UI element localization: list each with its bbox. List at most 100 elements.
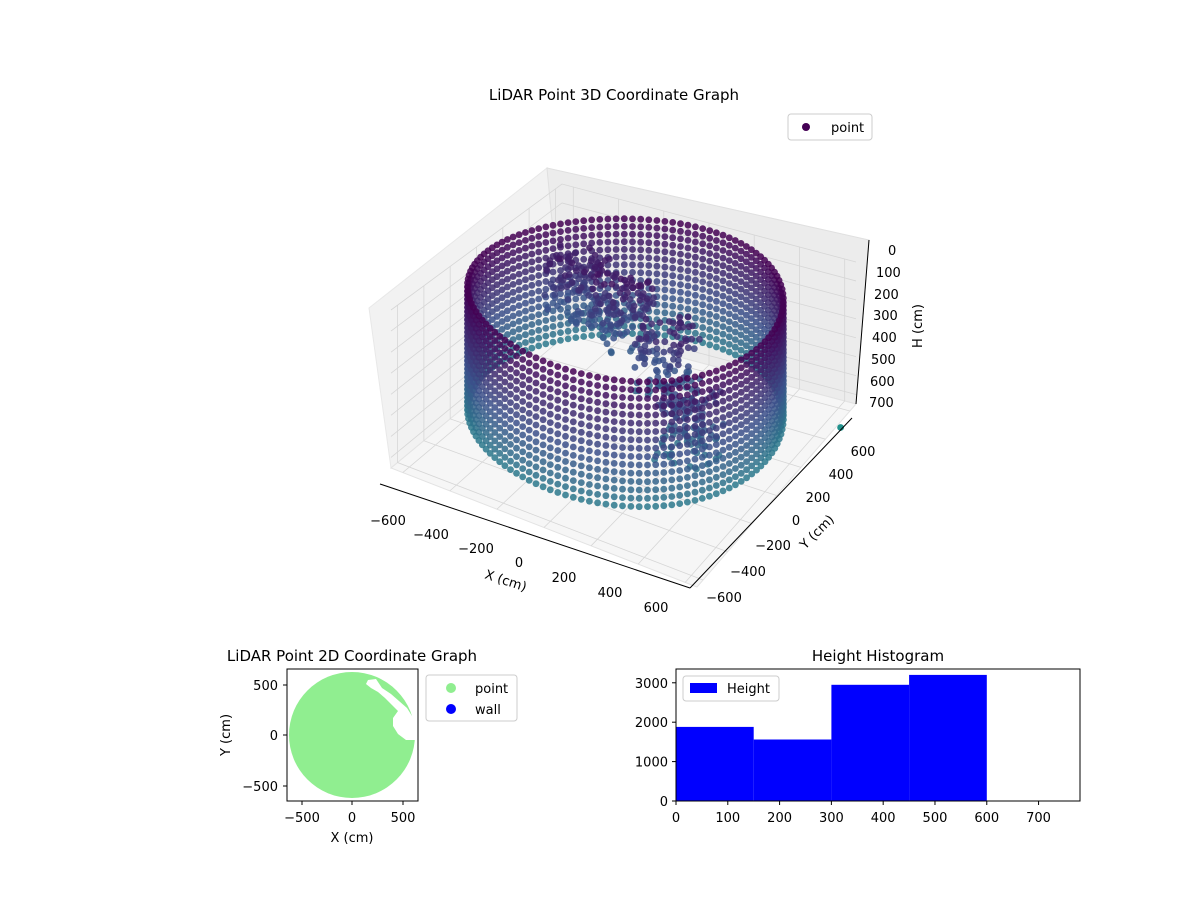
point-marker: [684, 391, 691, 399]
point-marker: [597, 261, 605, 269]
point-marker: [748, 438, 756, 446]
point-marker: [668, 460, 676, 467]
point-marker: [546, 419, 554, 426]
point-marker: [600, 294, 608, 302]
point-marker: [644, 494, 651, 502]
point-marker: [737, 278, 745, 285]
z-tick-label: 600: [870, 375, 895, 390]
point-marker: [594, 398, 601, 406]
point-marker: [627, 386, 635, 394]
point-marker: [586, 464, 593, 472]
point-marker: [519, 465, 527, 472]
point-marker: [642, 315, 650, 323]
point-marker: [661, 263, 669, 271]
point-marker: [568, 259, 576, 267]
point-marker: [719, 338, 727, 346]
point-marker: [498, 310, 506, 317]
point-marker: [525, 451, 533, 459]
chart-3d-title: LiDAR Point 3D Coordinate Graph: [489, 86, 739, 104]
point-marker: [594, 482, 601, 490]
point-marker: [661, 309, 669, 317]
point-marker: [591, 251, 599, 259]
point-marker: [698, 462, 706, 469]
point-marker: [732, 408, 739, 416]
point-marker: [602, 375, 610, 382]
point-marker: [528, 227, 536, 234]
point-marker: [748, 357, 756, 365]
point-marker: [604, 230, 612, 238]
point-marker: [627, 503, 635, 510]
point-marker: [677, 340, 685, 348]
point-marker: [743, 377, 750, 385]
point-marker: [507, 374, 514, 381]
point-marker: [653, 308, 661, 316]
point-marker: [604, 223, 612, 231]
point-marker: [564, 308, 571, 316]
point-marker: [549, 268, 557, 276]
legend-marker-height: [690, 683, 717, 693]
point-marker: [554, 472, 562, 480]
point-marker: [507, 424, 514, 432]
point-marker: [569, 493, 577, 501]
point-marker: [677, 304, 684, 311]
point-marker: [588, 216, 596, 224]
point-marker: [501, 370, 509, 377]
point-marker: [725, 249, 733, 257]
point-marker: [652, 386, 660, 394]
point-marker: [509, 281, 517, 288]
point-marker: [586, 497, 593, 505]
point-marker: [535, 295, 543, 303]
point-marker: [491, 429, 499, 436]
point-marker: [652, 436, 660, 444]
point-marker: [684, 344, 692, 352]
point-marker: [549, 229, 557, 237]
point-marker: [725, 341, 733, 348]
point-marker: [753, 354, 760, 361]
point-marker: [629, 230, 636, 238]
point-marker: [486, 324, 494, 332]
point-marker: [725, 460, 733, 467]
point-marker: [619, 295, 627, 303]
point-marker: [698, 412, 706, 420]
point-marker: [691, 373, 699, 381]
point-marker: [515, 317, 523, 325]
point-marker: [732, 440, 739, 448]
point-marker: [684, 275, 692, 282]
point-marker: [525, 393, 533, 400]
point-marker: [542, 246, 550, 254]
point-marker: [542, 231, 550, 239]
point-marker: [676, 450, 684, 458]
point-marker: [684, 474, 691, 481]
point-marker: [604, 310, 612, 317]
point-marker: [629, 215, 636, 223]
point-marker: [594, 474, 601, 482]
point-marker: [519, 347, 527, 355]
point-marker: [712, 416, 720, 424]
point-marker: [732, 392, 739, 399]
point-marker: [507, 415, 514, 423]
point-marker: [577, 387, 585, 394]
point-marker: [698, 396, 706, 404]
point-marker: [544, 306, 551, 313]
point-marker: [486, 408, 494, 416]
point-marker: [706, 310, 714, 318]
point-marker: [676, 384, 684, 392]
point-marker: [712, 392, 720, 399]
point-marker: [586, 380, 593, 388]
point-marker: [609, 299, 617, 306]
point-marker: [725, 468, 733, 476]
point-marker: [753, 458, 760, 466]
point-marker: [737, 316, 745, 324]
point-marker: [706, 341, 714, 349]
point-marker: [594, 449, 601, 456]
point-marker: [504, 323, 511, 330]
point-marker: [652, 461, 660, 469]
point-marker: [549, 221, 557, 229]
point-marker: [645, 246, 653, 254]
point-marker: [573, 320, 580, 328]
point-marker: [719, 454, 727, 462]
point-marker: [725, 264, 733, 272]
point-marker: [713, 290, 720, 298]
point-marker: [706, 234, 714, 242]
point-marker: [629, 284, 637, 292]
